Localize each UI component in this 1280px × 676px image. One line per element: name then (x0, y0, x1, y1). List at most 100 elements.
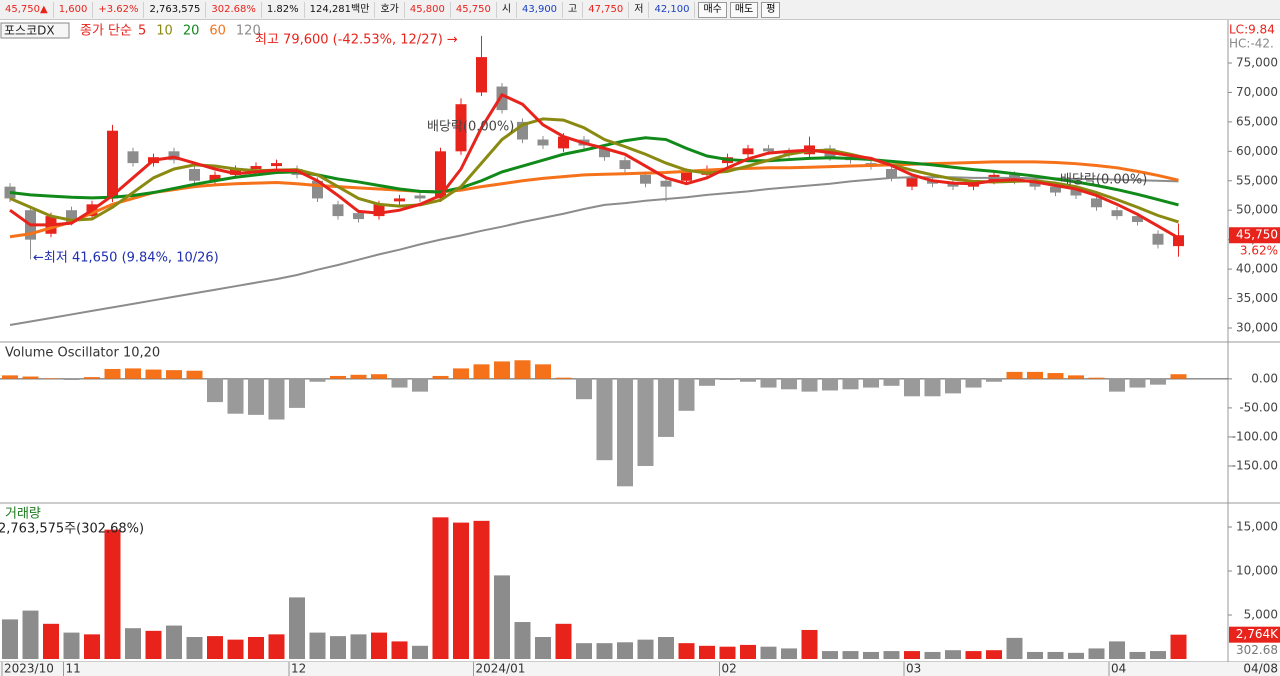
candle-body (271, 163, 282, 167)
bar (125, 628, 141, 659)
bar (863, 651, 879, 659)
bar (1109, 641, 1125, 659)
pane-title: 거래량 (5, 507, 41, 522)
bar (268, 634, 285, 659)
bar (268, 378, 285, 420)
bar (1170, 374, 1187, 379)
candle-body (1111, 210, 1123, 217)
bar (555, 377, 572, 379)
bar (986, 378, 1002, 382)
bar (494, 361, 510, 379)
bar (842, 651, 859, 659)
quote-field: 45,750 (451, 1, 497, 18)
candle-body (619, 160, 631, 169)
last-value-tag (1229, 227, 1280, 244)
annotation: ←최저 41,650 (9.84%, 10/26) (33, 251, 219, 266)
bar (309, 378, 326, 382)
bar (289, 597, 305, 659)
candle-body (1132, 216, 1143, 222)
candle-body (660, 180, 672, 187)
bar (2, 375, 18, 379)
toolbar-button[interactable]: 매도 (729, 1, 759, 18)
legend-box (0, 22, 70, 39)
y-tick-label: 50,000 (1236, 203, 1278, 217)
y-axis: 30,00035,00040,00045,00050,00055,00060,0… (1228, 55, 1278, 334)
bar (453, 368, 469, 379)
bar (207, 636, 223, 659)
candle-body (66, 210, 77, 222)
bar (822, 651, 838, 659)
bar (207, 378, 223, 403)
bar (760, 646, 777, 659)
y-tick-label: 40,000 (1236, 262, 1278, 276)
candle-body (599, 148, 610, 158)
bar (637, 639, 654, 659)
bar (1027, 371, 1043, 379)
bar (658, 378, 674, 437)
quote-field: 42,100 (649, 1, 696, 18)
bar (1129, 378, 1146, 388)
candle-body (640, 174, 651, 184)
candle-body (394, 198, 405, 202)
bar (617, 642, 633, 659)
bar (473, 520, 490, 659)
y-tick-label: 70,000 (1236, 85, 1278, 99)
y-tick-label: -50.00 (1239, 400, 1278, 414)
bar (289, 378, 305, 408)
quote-field: 43,900 (517, 1, 564, 18)
bar (514, 622, 531, 659)
toolbar-button[interactable]: 평 (761, 1, 781, 18)
chart-title: 포스코DX (4, 24, 55, 38)
bar (719, 378, 736, 381)
candle-body (1091, 198, 1102, 208)
x-tick-label: 03 (906, 662, 921, 676)
x-tick-label: 02 (722, 662, 737, 676)
legend-entry: 20 (183, 24, 200, 39)
bar (637, 378, 654, 466)
bar (350, 374, 367, 379)
y-tick-label: 10,000 (1236, 564, 1278, 578)
quote-field: 시 (497, 1, 518, 18)
bar (699, 645, 715, 659)
x-tick-label: 11 (66, 662, 81, 676)
bar (227, 378, 244, 414)
quote-field: 저 (629, 1, 650, 18)
bar (1006, 371, 1023, 379)
bar (863, 378, 879, 388)
candle-body (558, 136, 569, 149)
quote-field: 호가 (375, 1, 405, 18)
pane-title: Volume Oscillator 10,20 (5, 346, 160, 361)
annotation: 배당락(0.00%) (1060, 173, 1147, 188)
y-axis: -150.00 -100.00 -50.00 0.00 (1228, 371, 1278, 472)
bar (330, 375, 346, 379)
candle-body (1050, 186, 1061, 193)
bar (125, 368, 141, 379)
bar (104, 368, 121, 379)
bar (1150, 651, 1166, 659)
bar (432, 517, 449, 659)
candle-body (496, 86, 508, 111)
candle-body (230, 168, 241, 175)
bar (904, 651, 920, 659)
quote-field: 1.82% (262, 1, 305, 18)
bar (1006, 637, 1023, 659)
bar (576, 643, 592, 659)
bar (760, 378, 777, 388)
candle-body (1029, 180, 1041, 187)
bar (166, 370, 182, 379)
bar (883, 378, 900, 386)
y-tick-label: 5,000 (1244, 608, 1278, 622)
bar (699, 378, 715, 386)
candle-body (209, 174, 221, 181)
y-tick-label: 15,000 (1236, 520, 1278, 534)
bar (904, 378, 920, 397)
moving-average (9, 136, 1179, 207)
bar (924, 651, 941, 659)
bar (391, 641, 408, 659)
toolbar-button[interactable]: 매수 (698, 1, 727, 18)
bar (22, 610, 39, 659)
y-tick-label: 75,000 (1236, 55, 1278, 69)
bar (330, 636, 346, 659)
candle-body (435, 151, 446, 199)
